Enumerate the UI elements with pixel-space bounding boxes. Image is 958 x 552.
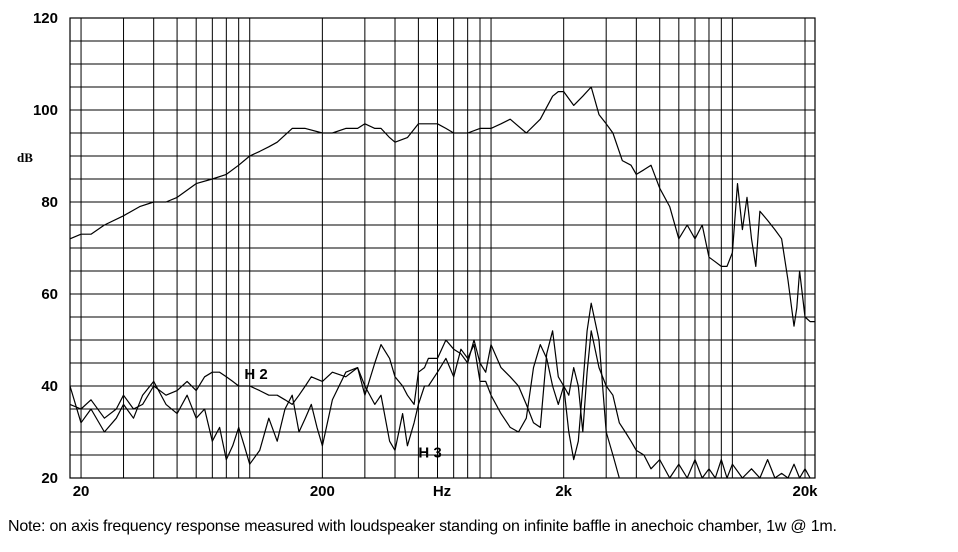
y-tick-label: 120 [33, 10, 58, 27]
grid-lines [70, 17, 815, 479]
footnote: Note: on axis frequency response measure… [8, 518, 837, 535]
y-axis-label: dB [17, 150, 33, 165]
series-line-frequency-response [69, 86, 815, 327]
y-tick-label: 40 [41, 378, 58, 395]
y-tick-label: 80 [41, 194, 58, 211]
x-tick-label: 200 [310, 483, 335, 500]
y-tick-label: 60 [41, 286, 58, 303]
x-tick-label: 20 [73, 483, 90, 500]
frequency-response-chart: 20 40 60 80 100 120 20 200 2k 20k dB Hz H 2 H 3 [17, 10, 818, 500]
series-line-h3 [69, 330, 811, 479]
annotation-label: H 2 [244, 366, 267, 383]
x-tick-labels: 20 200 2k 20k [73, 483, 818, 500]
series-line-h2 [69, 302, 620, 479]
plot-frame [69, 17, 816, 479]
annotation-label: H 3 [418, 444, 441, 461]
y-tick-labels: 20 40 60 80 100 120 [33, 10, 58, 487]
y-tick-label: 20 [41, 470, 58, 487]
annotations: H 2 H 3 [244, 366, 441, 461]
series-lines [69, 86, 815, 479]
x-axis-label: Hz [433, 483, 451, 500]
y-tick-label: 100 [33, 102, 58, 119]
x-tick-label: 2k [555, 483, 572, 500]
x-tick-label: 20k [792, 483, 818, 500]
